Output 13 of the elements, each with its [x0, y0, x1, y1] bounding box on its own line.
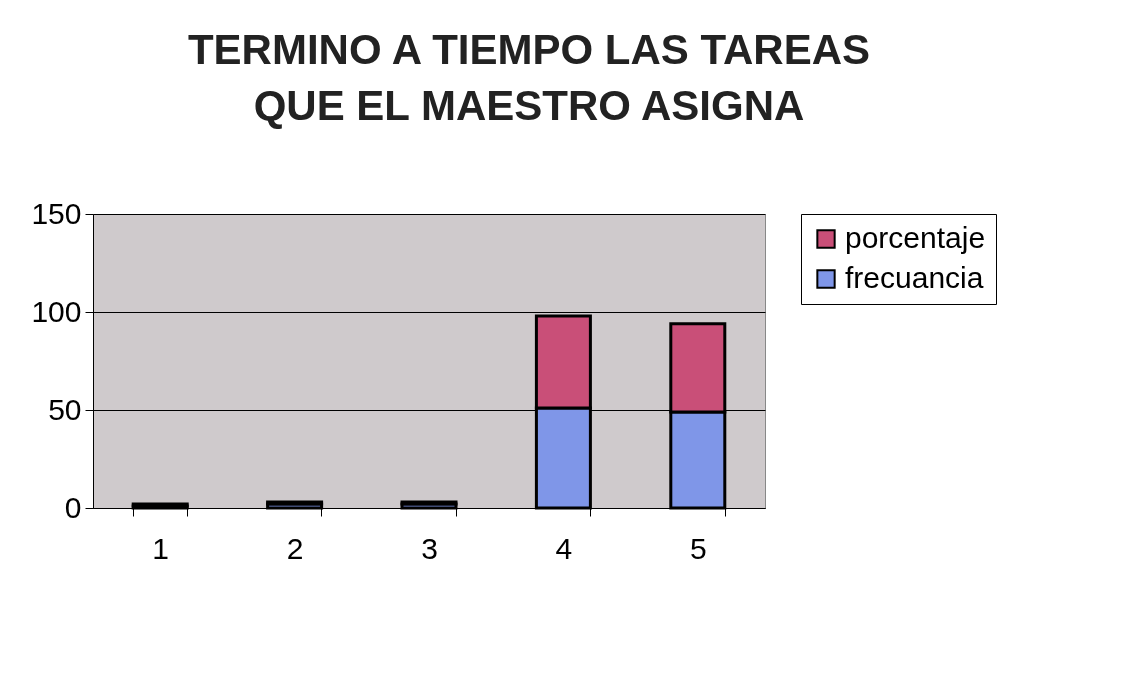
x-tick-label: 2 — [286, 531, 304, 565]
y-tick-label: 0 — [64, 490, 82, 524]
y-tick-label: 50 — [48, 392, 82, 426]
legend-label: frecuancia — [845, 261, 984, 294]
text: TERMINO A TIEMPO LAS TAREAS — [187, 26, 871, 73]
y-tick-label: 150 — [31, 196, 82, 230]
legend-label: porcentaje — [845, 221, 986, 254]
y-tick-label: 100 — [31, 294, 82, 328]
text: QUE EL MAESTRO ASIGNA — [253, 82, 805, 129]
x-tick-label: 4 — [555, 531, 573, 565]
x-tick-label: 3 — [421, 531, 438, 565]
x-tick-label: 5 — [689, 531, 707, 565]
x-tick-label: 1 — [152, 531, 170, 565]
